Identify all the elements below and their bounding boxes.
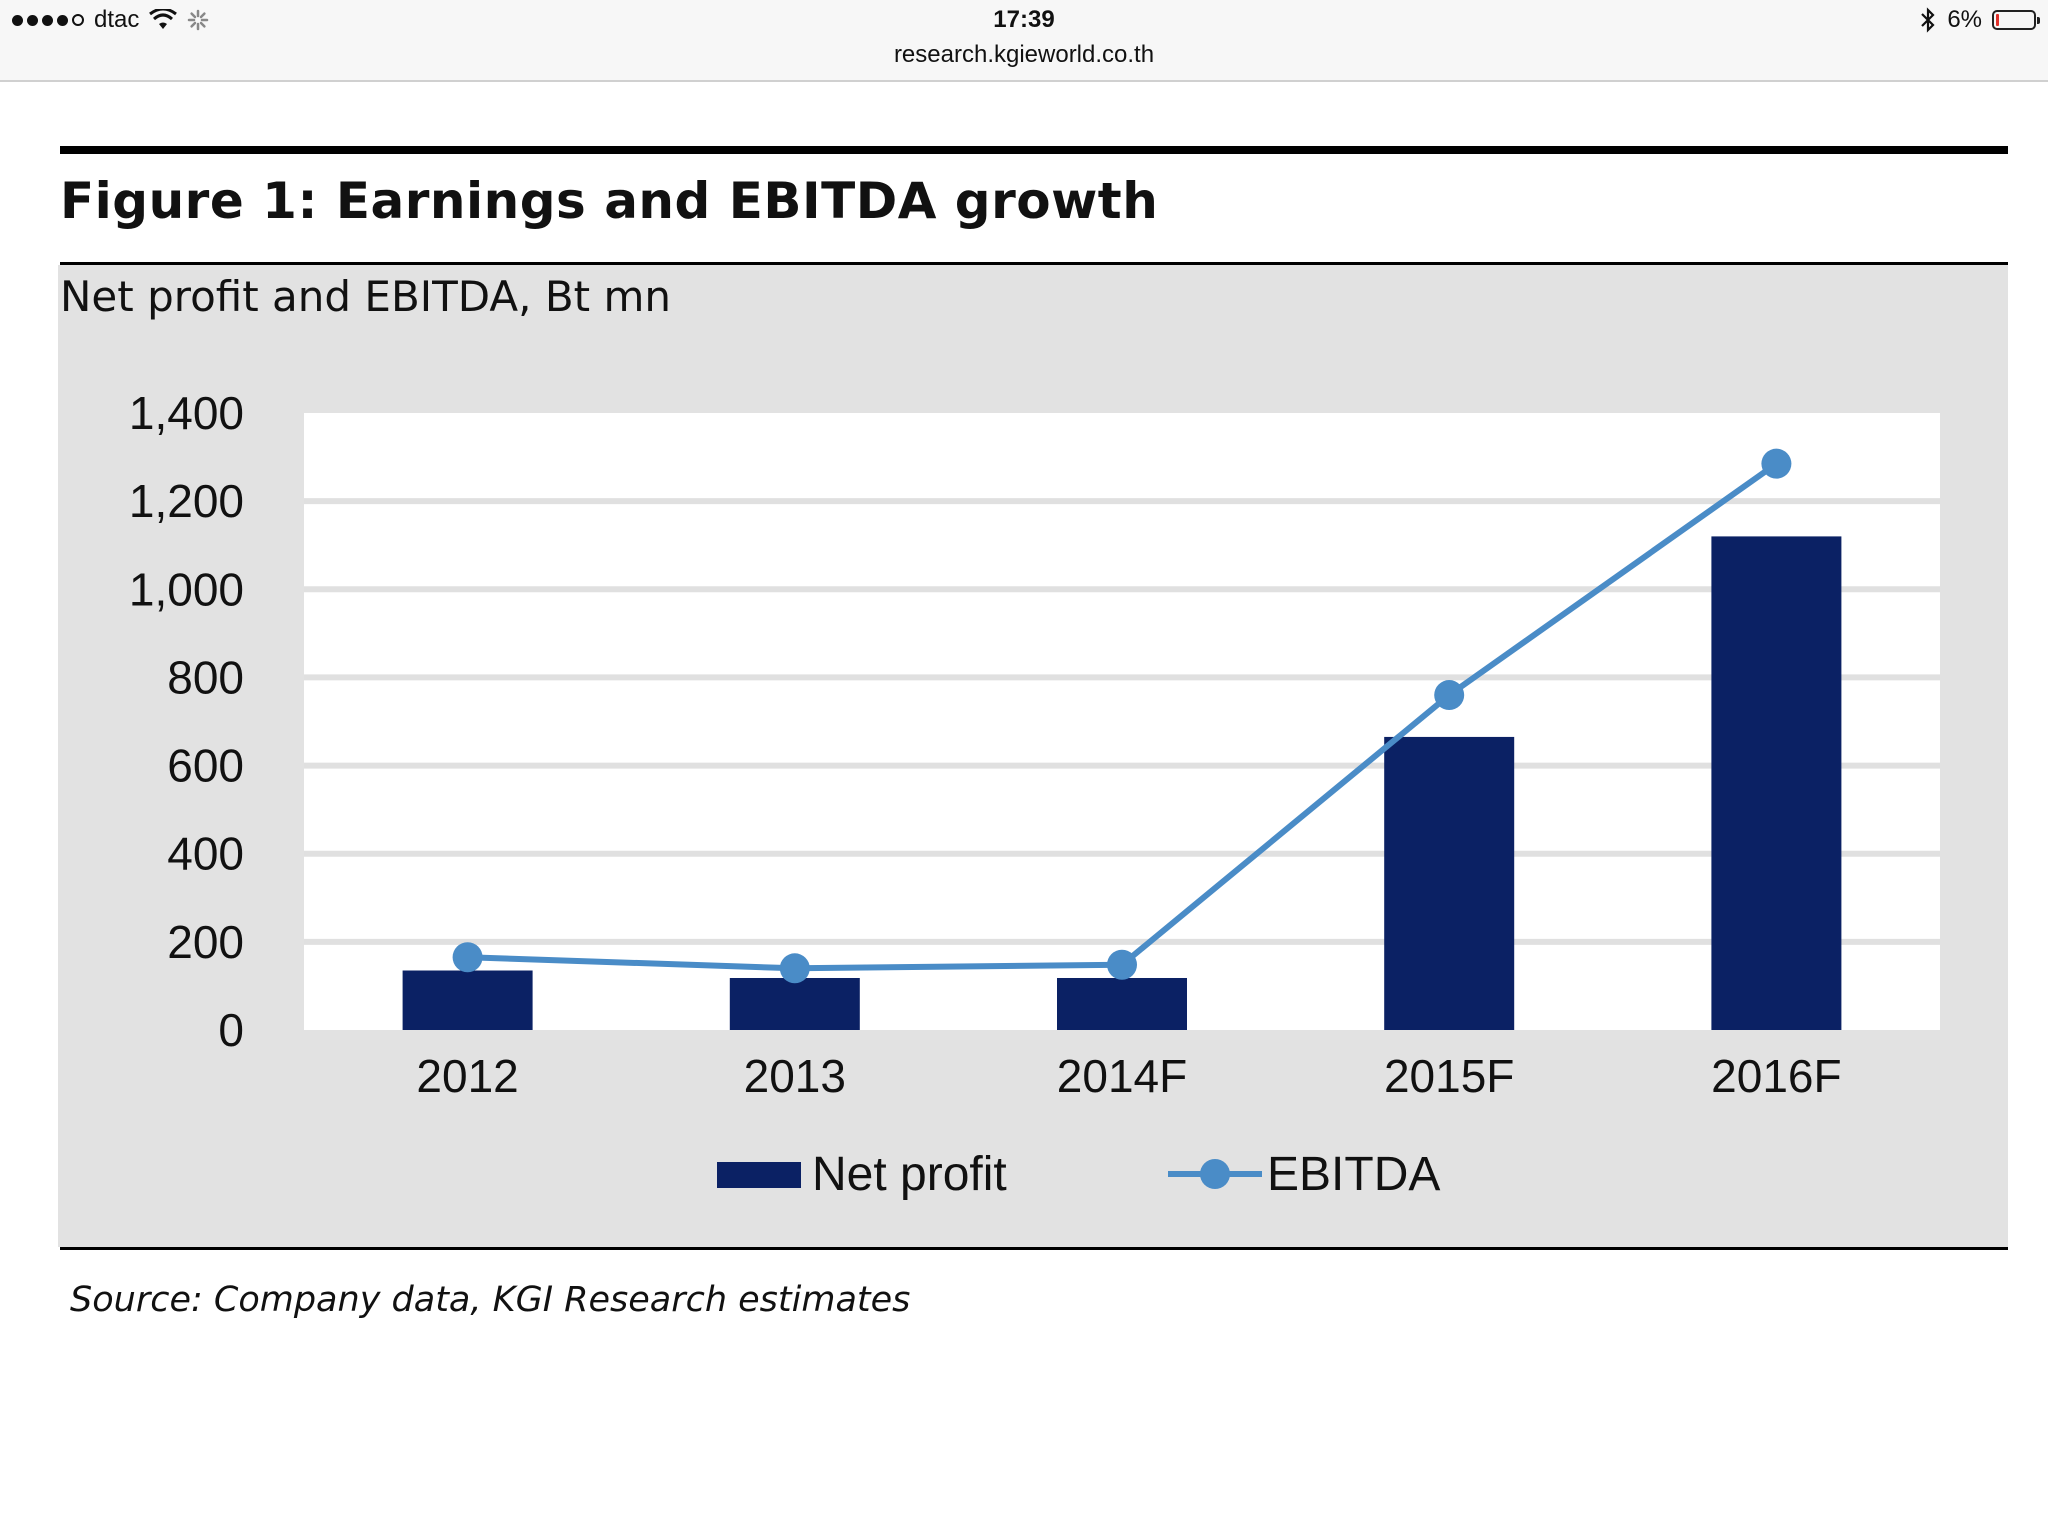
status-bar: dtac 17:39 research.kgieworld.co.th 6% (0, 0, 2048, 82)
status-right: 6% (1919, 6, 2040, 34)
clock: 17:39 (993, 6, 1055, 33)
legend-label-net-profit: Net profit (812, 1148, 1007, 1201)
net-profit-bar (1384, 736, 1515, 1030)
x-tick-label: 2015F (1384, 1050, 1514, 1102)
battery-icon (1992, 10, 2040, 30)
bluetooth-icon (1921, 7, 1935, 33)
x-tick-label: 2012 (416, 1050, 518, 1102)
ebitda-point (1107, 949, 1137, 980)
net-profit-bar (1711, 536, 1842, 1030)
ebitda-point (1434, 680, 1465, 711)
wifi-icon (149, 9, 178, 29)
status-left: dtac (12, 6, 209, 34)
battery-percent: 6% (1947, 6, 1982, 33)
y-tick-label: 1,000 (129, 563, 244, 615)
legend-label-ebitda: EBITDA (1267, 1148, 1440, 1201)
net-profit-bar (1057, 977, 1187, 1030)
ebitda-point (1761, 448, 1792, 479)
net-profit-bar (402, 970, 533, 1030)
x-tick-label: 2013 (744, 1050, 846, 1102)
figure-top-rule (60, 146, 2008, 154)
activity-spinner-icon (188, 9, 209, 31)
figure-title: Figure 1: Earnings and EBITDA growth (60, 172, 1159, 230)
ebitda-point (779, 953, 810, 984)
address-bar-url[interactable]: research.kgieworld.co.th (893, 41, 1155, 68)
legend-swatch-net-profit (717, 1162, 801, 1188)
plot-area (304, 413, 1940, 1030)
y-tick-label: 600 (167, 740, 244, 792)
x-tick-label: 2014F (1057, 1050, 1187, 1102)
figure-title-rule (60, 262, 2008, 265)
y-tick-label: 400 (167, 828, 244, 880)
carrier-name: dtac (94, 6, 140, 33)
y-tick-label: 0 (218, 1004, 244, 1056)
figure-source: Source: Company data, KGI Research estim… (70, 1280, 911, 1320)
y-tick-label: 800 (167, 651, 244, 703)
y-tick-label: 200 (167, 916, 244, 968)
ebitda-point (452, 942, 483, 973)
chart-subtitle: Net profit and EBITDA, Bt mn (60, 272, 672, 321)
legend-marker-ebitda (1200, 1159, 1230, 1189)
net-profit-bar (729, 977, 860, 1030)
x-tick-label: 2016F (1711, 1050, 1841, 1102)
y-tick-label: 1,400 (129, 387, 244, 439)
y-tick-label: 1,200 (129, 475, 244, 527)
signal-strength-icon (12, 14, 84, 26)
figure-bottom-rule (60, 1247, 2008, 1250)
